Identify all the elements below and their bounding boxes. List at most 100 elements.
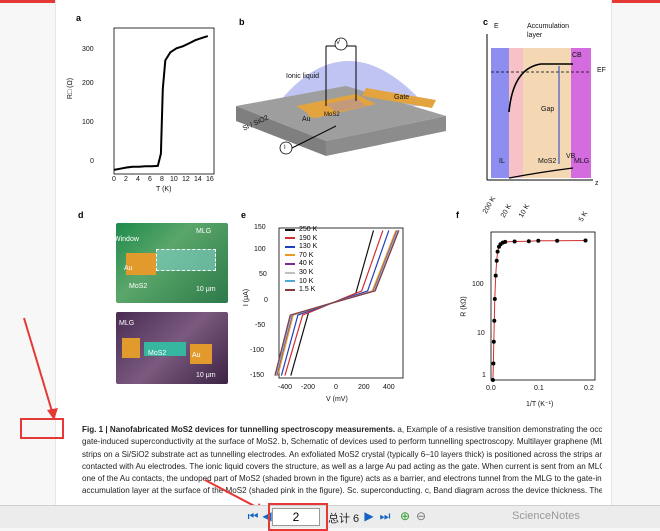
panel-label-b: b [239, 17, 245, 27]
annotation-arrow-1 [23, 317, 55, 419]
panel-label-a: a [76, 13, 82, 23]
panel-label-d: d [78, 210, 84, 220]
panel-c-band-diagram [486, 34, 593, 181]
first-page-icon[interactable]: ⏮ [247, 508, 259, 523]
panel-f-ytick: 1 [482, 372, 486, 379]
panel-f-ytick: 100 [472, 281, 484, 288]
zoom-out-icon[interactable]: ⊖ [415, 509, 427, 523]
panel-c-mlg: MLG [574, 158, 590, 165]
panel-e-xtick: -400 [278, 384, 293, 391]
panel-e-legend-label: 250 K [299, 226, 318, 233]
panel-a-xtick: 12 [182, 176, 190, 183]
panel-b-v-label: V [336, 40, 341, 46]
panel-a-xlabel: T (K) [156, 186, 172, 193]
panel-e-legend-item: 190 K [285, 235, 317, 242]
panel-e-legend-item: 10 K [285, 278, 313, 285]
panel-e-legend-label: 40 K [299, 260, 314, 268]
panel-f-data-point [555, 238, 560, 243]
panel-a-xtick: 10 [170, 176, 178, 183]
panel-a-ytick: 200 [82, 80, 94, 87]
panel-label-f: f [456, 210, 459, 220]
panel-e-xtick: 200 [358, 384, 370, 391]
panel-e-legend-item: 250 K [285, 226, 317, 233]
panel-a-xtick: 6 [148, 176, 152, 183]
prev-page-icon[interactable]: ◀ [262, 509, 272, 523]
panel-e-series-line [274, 230, 400, 376]
panel-e-ytick: 150 [254, 224, 266, 231]
panel-e-ytick: -100 [250, 347, 265, 354]
panel-b-au: Au [302, 116, 311, 123]
panel-e-ytick: 0 [264, 297, 268, 304]
caption-text: a, Example of a resistive transition dem… [397, 425, 602, 434]
panel-e-legend-swatch [285, 237, 295, 240]
panel-e-legend-swatch [285, 245, 295, 248]
caption-line-4: contacted with Au electrodes. The ionic … [82, 461, 602, 471]
page-number-input[interactable] [272, 508, 320, 526]
last-page-icon[interactable]: ⏭ [379, 508, 391, 523]
panel-f-data-point [491, 339, 496, 344]
panel-f-data-point [493, 273, 498, 278]
panel-a-ytick: 0 [90, 158, 94, 165]
total-pages-label: 总计 6 [328, 513, 360, 525]
photo-top-mos2: MoS2 [129, 283, 148, 290]
panel-e-legend-item: 1.5 K [285, 286, 315, 293]
panel-e-legend-swatch [285, 254, 295, 257]
next-page-icon[interactable]: ▶ [364, 509, 374, 523]
caption-line-5: one of the Au contacts, the undoped part… [82, 474, 602, 484]
caption-line-1: Fig. 1 | Nanofabricated MoS2 devices for… [82, 424, 602, 436]
panel-f-toptick: 10 K [517, 203, 532, 219]
panel-f-data-point [536, 238, 541, 243]
panel-f-data-point [503, 239, 508, 244]
micrograph-top [116, 223, 228, 303]
panel-c-mos2: MoS2 [538, 158, 557, 165]
caption-line-3: strips on a Si/SiO2 substrate act as tun… [82, 449, 602, 459]
panel-c-vb: VB [566, 153, 576, 160]
panel-e-xtick: 0 [334, 384, 338, 391]
panel-f-data-point [495, 249, 500, 254]
panel-e-ytick: 50 [259, 271, 267, 278]
panel-f-fit-line [492, 240, 586, 381]
photo-bottom-mlg: MLG [119, 320, 135, 327]
panel-e-xlabel: V (mV) [326, 396, 348, 403]
caption-title: Nanofabricated MoS2 devices for tunnelli… [109, 425, 396, 434]
micrograph-bottom-mos2-flake [144, 342, 186, 356]
panel-f-data-point [494, 258, 499, 263]
panel-f-data-point [512, 239, 517, 244]
panel-e-legend-swatch [285, 262, 295, 265]
panel-c-z: z [595, 180, 599, 187]
panel-e-legend-swatch [285, 280, 295, 283]
panel-e-legend-item: 70 K [285, 252, 313, 259]
panel-e-legend-item: 40 K [285, 260, 313, 267]
caption-line-2: gate-induced superconductivity at the su… [82, 437, 602, 447]
panel-e-ytick: 100 [254, 246, 266, 253]
panel-e-legend-item: 30 K [285, 269, 313, 276]
panel-f-data-point [583, 238, 588, 243]
panel-e-xtick: -200 [301, 384, 316, 391]
panel-e-ytick: -150 [250, 372, 265, 379]
panel-f-chart [490, 231, 596, 382]
panel-c-cb: CB [572, 52, 582, 59]
panel-a-xtick: 14 [194, 176, 202, 183]
panel-c-e-axis: E [494, 23, 499, 30]
panel-f-data-point [492, 318, 497, 323]
zoom-in-icon[interactable]: ⊕ [399, 509, 411, 523]
panel-b-i-label: I [284, 145, 286, 151]
panel-e-ytick: -50 [255, 322, 266, 329]
panel-b-schematic [236, 37, 446, 156]
panel-f-ylabel: R (kΩ) [460, 296, 468, 317]
panel-e-chart [274, 227, 404, 379]
panel-e-ylabel: I (μA) [243, 288, 251, 307]
caption-line-6: accumulation layer at the surface of the… [82, 486, 602, 496]
panel-a-ylabel: R□ (Ω) [67, 77, 75, 100]
panel-e-legend-label: 70 K [299, 251, 314, 259]
photo-top-scale: 10 μm [196, 286, 216, 293]
panel-f-xtick: 0.2 [584, 385, 594, 392]
panel-b-mos2: MoS2 [324, 112, 340, 118]
panel-a-xtick: 2 [124, 176, 128, 183]
caption-highlight-box [20, 418, 64, 439]
panel-f-xtick: 0.0 [486, 385, 496, 392]
panel-f-xtick: 0.1 [534, 385, 544, 392]
panel-a-chart [113, 27, 215, 175]
panel-e-legend-swatch [285, 271, 295, 274]
panel-c-gap: Gap [541, 106, 555, 113]
